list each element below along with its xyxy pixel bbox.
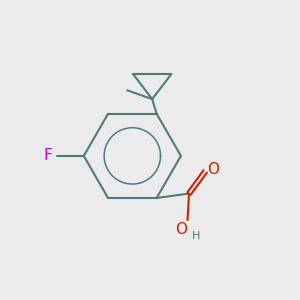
Text: F: F (44, 148, 52, 164)
Text: H: H (192, 231, 200, 241)
Text: O: O (208, 163, 220, 178)
Text: O: O (175, 222, 187, 237)
